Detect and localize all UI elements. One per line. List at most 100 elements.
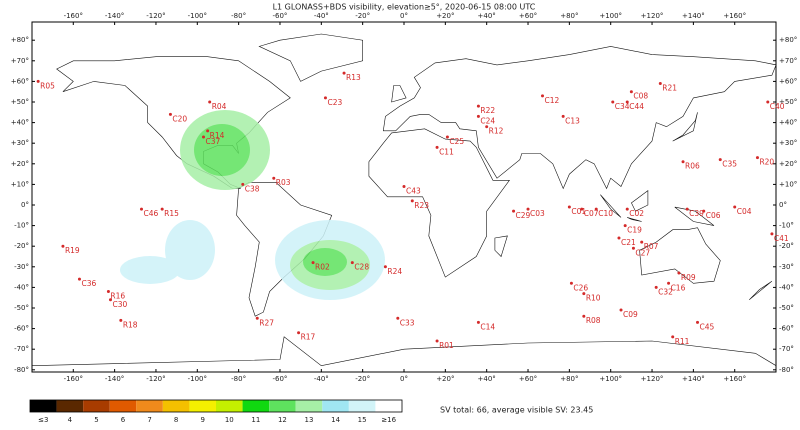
satellite-label: R14: [210, 131, 225, 140]
satellite-dot: [77, 277, 81, 281]
satellite-dot: [119, 318, 123, 322]
coverage: [120, 110, 385, 300]
lat-label: 0°: [779, 201, 787, 209]
satellite-label: R06: [685, 162, 700, 171]
satellite-dot: [631, 246, 635, 250]
satellite-label: C02: [629, 209, 644, 218]
lon-label: 0°: [400, 12, 408, 20]
satellite-label: R18: [123, 320, 138, 329]
satellite-label: C36: [81, 279, 96, 288]
satellite-dot: [770, 232, 774, 236]
satellite-label: C21: [621, 238, 636, 247]
satellite-label: R17: [301, 333, 316, 342]
colorbar-swatch: [295, 400, 323, 412]
lat-label: -20°: [14, 242, 29, 250]
coastline: [236, 182, 333, 317]
colorbar-label: 4: [68, 416, 73, 424]
lon-label: +100°: [599, 12, 622, 20]
colorbar-label: ≥16: [381, 416, 396, 424]
lat-label: +20°: [779, 160, 797, 168]
satellite-dot: [476, 114, 480, 118]
satellite-dot: [476, 320, 480, 324]
satellite-dot: [582, 314, 586, 318]
satellite-dot: [168, 112, 172, 116]
satellite-label: C23: [327, 98, 342, 107]
lat-label: -70°: [14, 345, 29, 353]
lon-label: -20°: [355, 12, 370, 20]
satellite-label: C06: [706, 211, 721, 220]
lat-label: -80°: [779, 366, 794, 374]
lat-label: +50°: [11, 98, 29, 106]
lon-label: +40°: [478, 12, 496, 20]
lat-label: +60°: [11, 77, 29, 85]
satellite-dot: [654, 285, 658, 289]
coastline: [391, 85, 407, 103]
satellite-dot: [677, 271, 681, 275]
satellite-dot: [569, 281, 573, 285]
satellite-dot: [733, 205, 737, 209]
satellite-dot: [61, 244, 65, 248]
satellite-dot: [160, 207, 164, 211]
lat-label: -60°: [779, 325, 794, 333]
lon-label: -60°: [273, 12, 288, 20]
satellite-label: C44: [629, 102, 644, 111]
satellite-dot: [139, 207, 143, 211]
lon-label: -140°: [105, 375, 124, 383]
satellite-label: C07: [584, 209, 599, 218]
lat-label: +50°: [779, 98, 797, 106]
colorbar-label: 12: [278, 416, 287, 424]
lon-label: 0°: [400, 375, 408, 383]
satellite-dot: [106, 290, 110, 294]
lon-label: -120°: [146, 375, 165, 383]
satellite-label: R04: [212, 102, 227, 111]
satellite-label: R23: [414, 201, 429, 210]
satellite-dot: [640, 240, 644, 244]
satellite-label: R07: [644, 242, 659, 251]
coastline: [627, 217, 642, 222]
satellite-dot: [658, 81, 662, 85]
lon-label: +160°: [723, 375, 746, 383]
satellite-label: C32: [658, 287, 673, 296]
lat-label: +40°: [11, 119, 29, 127]
lon-label: -120°: [146, 12, 165, 20]
satellite-label: C25: [449, 137, 464, 146]
lon-label: -40°: [314, 12, 329, 20]
satellite-label: R20: [759, 158, 774, 167]
lat-label: +10°: [11, 180, 29, 188]
lat-label: -40°: [779, 283, 794, 291]
satellite-label: R11: [675, 337, 690, 346]
lat-label: +30°: [779, 139, 797, 147]
satellite-label: C19: [627, 226, 642, 235]
satellite-dot: [410, 199, 414, 203]
colorbar-swatch: [216, 400, 243, 412]
satellite-label: R22: [480, 106, 495, 115]
satellite-label: C04: [737, 207, 752, 216]
satellite-label: C45: [700, 322, 715, 331]
satellite-dot: [445, 135, 449, 139]
satellite-label: C08: [633, 92, 648, 101]
satellite-dot: [681, 160, 685, 164]
satellite-label: R13: [346, 73, 361, 82]
satellite-dot: [402, 184, 406, 188]
lat-label: -40°: [14, 283, 29, 291]
colorbar-label: 14: [331, 416, 340, 424]
satellite-dot: [619, 308, 623, 312]
lat-label: -50°: [779, 304, 794, 312]
satellite-dot: [323, 96, 327, 100]
lon-label: +140°: [682, 375, 705, 383]
lat-label: -10°: [779, 222, 794, 230]
colorbar-label: 6: [121, 416, 126, 424]
satellite-label: C11: [439, 147, 454, 156]
satellite-label: C12: [544, 96, 559, 105]
colorbar-label: 10: [225, 416, 234, 424]
satellite-dot: [580, 207, 584, 211]
colorbar-label: 7: [147, 416, 151, 424]
lon-label: +20°: [436, 375, 454, 383]
map-title: L1 GLONASS+BDS visibility, elevation≥5°,…: [273, 3, 536, 12]
lat-label: -80°: [14, 366, 29, 374]
satellite-dot: [625, 100, 629, 104]
lon-label: -60°: [273, 375, 288, 383]
colorbar-swatch: [348, 400, 376, 412]
satellite-label: R10: [586, 294, 601, 303]
